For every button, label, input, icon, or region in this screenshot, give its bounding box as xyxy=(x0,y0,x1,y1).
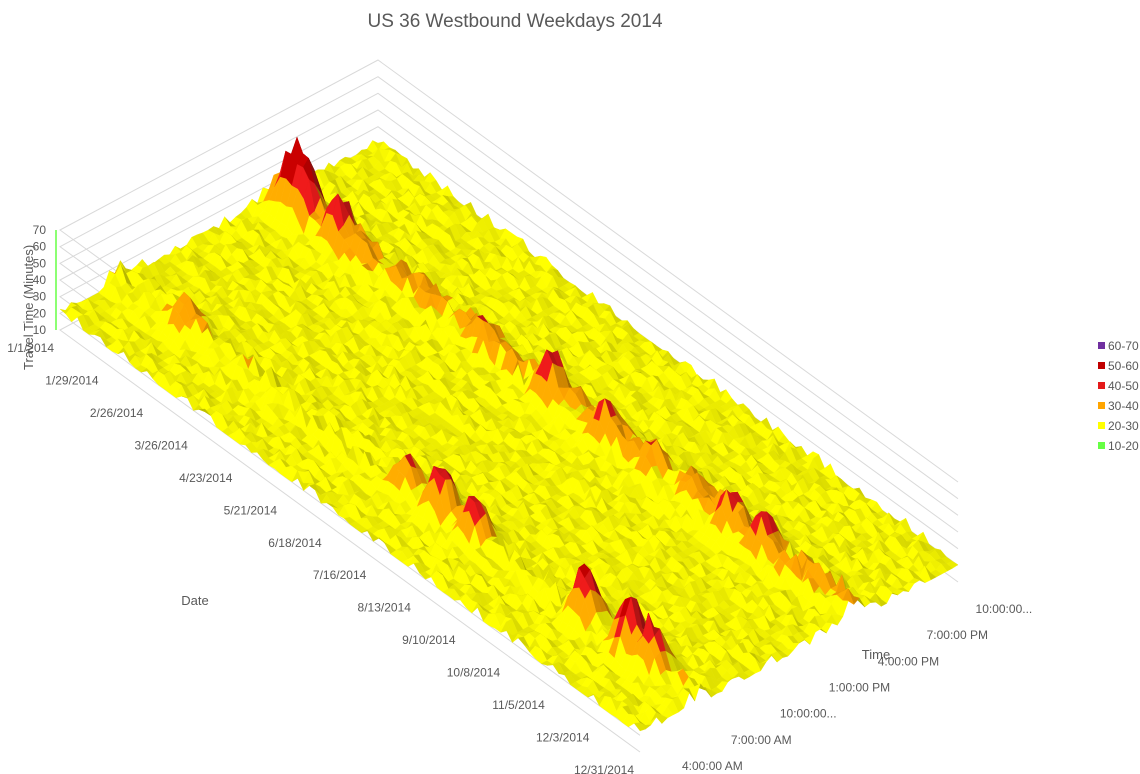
chart-title: US 36 Westbound Weekdays 2014 xyxy=(367,11,662,32)
surface-plot xyxy=(59,136,959,732)
